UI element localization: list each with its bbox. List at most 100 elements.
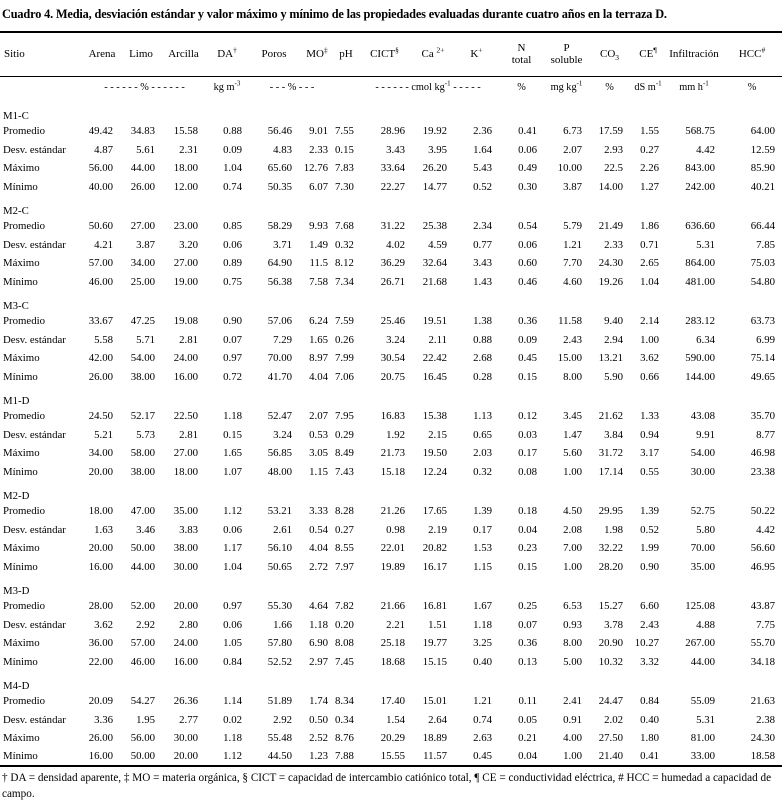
value-cell: 8.55 bbox=[335, 542, 354, 555]
value-cell: 2.07 bbox=[563, 143, 582, 156]
value-cell: 1.13 bbox=[473, 410, 492, 423]
value-cell: 18.00 bbox=[173, 465, 198, 478]
value-cell: 8.76 bbox=[335, 732, 354, 745]
value-cell: 12.59 bbox=[750, 143, 775, 156]
value-cell: 41.70 bbox=[267, 370, 292, 383]
value-cell: 1.00 bbox=[640, 333, 659, 346]
value-cell: 3.95 bbox=[428, 143, 447, 156]
row-label: Mínimo bbox=[3, 180, 38, 193]
value-cell: 21.73 bbox=[380, 447, 405, 460]
site-row: M2-C bbox=[0, 196, 782, 217]
value-cell: 2.07 bbox=[309, 410, 328, 423]
row-label: Mínimo bbox=[3, 750, 38, 763]
value-cell: 1.53 bbox=[473, 542, 492, 555]
value-cell: 0.90 bbox=[640, 560, 659, 573]
value-cell: 25.38 bbox=[422, 220, 447, 233]
superscript-marker: § bbox=[395, 45, 399, 55]
value-cell: 1.21 bbox=[563, 238, 582, 251]
value-cell: 2.26 bbox=[640, 162, 659, 175]
value-cell: 1.18 bbox=[223, 410, 242, 423]
value-cell: 0.12 bbox=[518, 410, 537, 423]
value-cell: 9.91 bbox=[696, 428, 715, 441]
value-cell: 43.08 bbox=[690, 410, 715, 423]
value-cell: 0.09 bbox=[223, 143, 242, 156]
value-cell: 2.21 bbox=[386, 618, 405, 631]
value-cell: 0.06 bbox=[518, 143, 537, 156]
value-cell: 7.59 bbox=[335, 315, 354, 328]
value-cell: 21.63 bbox=[750, 695, 775, 708]
value-cell: 5.79 bbox=[563, 220, 582, 233]
value-cell: 20.00 bbox=[173, 750, 198, 763]
value-cell: 16.17 bbox=[422, 560, 447, 573]
value-cell: 7.70 bbox=[563, 257, 582, 270]
table-row: Máximo 20.00 50.00 38.00 1.17 56.10 4.04 8.55 22… bbox=[0, 539, 782, 558]
value-cell: 8.08 bbox=[335, 637, 354, 650]
value-cell: 144.00 bbox=[685, 370, 715, 383]
value-cell: 4.00 bbox=[563, 732, 582, 745]
value-cell: 26.00 bbox=[130, 180, 155, 193]
value-cell: 14.00 bbox=[598, 180, 623, 193]
value-cell: 56.00 bbox=[130, 732, 155, 745]
value-cell: 14.77 bbox=[422, 180, 447, 193]
value-cell: 3.84 bbox=[604, 428, 623, 441]
value-cell: 0.28 bbox=[473, 370, 492, 383]
superscript-marker: + bbox=[478, 45, 483, 55]
value-cell: 7.68 bbox=[335, 220, 354, 233]
value-cell: 0.15 bbox=[223, 428, 242, 441]
value-cell: 1.33 bbox=[640, 410, 659, 423]
site-row: M2-D bbox=[0, 481, 782, 502]
value-cell: 38.00 bbox=[130, 465, 155, 478]
value-cell: 57.00 bbox=[88, 257, 113, 270]
row-label: Mínimo bbox=[3, 275, 38, 288]
table-row: Máximo 26.00 56.00 30.00 1.18 55.48 2.52 8.76 20… bbox=[0, 729, 782, 748]
value-cell: 1.00 bbox=[563, 750, 582, 763]
value-cell: 20.75 bbox=[380, 370, 405, 383]
value-cell: 15.55 bbox=[380, 750, 405, 763]
value-cell: 1.65 bbox=[223, 447, 242, 460]
value-cell: 0.97 bbox=[223, 352, 242, 365]
value-cell: 33.67 bbox=[88, 315, 113, 328]
value-cell: 7.55 bbox=[335, 125, 354, 138]
site-label: M1-D bbox=[3, 395, 30, 407]
value-cell: 28.00 bbox=[88, 600, 113, 613]
value-cell: 0.27 bbox=[640, 143, 659, 156]
row-label: Desv. estándar bbox=[3, 428, 66, 441]
column-header-da: DA† bbox=[205, 32, 249, 77]
value-cell: 2.03 bbox=[473, 447, 492, 460]
value-cell: 2.77 bbox=[179, 713, 198, 726]
table-row: Desv. estándar 5.21 5.73 2.81 0.15 3.24 0.53 0.… bbox=[0, 426, 782, 445]
value-cell: 0.06 bbox=[518, 238, 537, 251]
value-cell: 30.00 bbox=[173, 560, 198, 573]
value-cell: 56.38 bbox=[267, 275, 292, 288]
site-label: M3-D bbox=[3, 585, 30, 597]
value-cell: 0.46 bbox=[518, 275, 537, 288]
value-cell: 0.36 bbox=[518, 637, 537, 650]
value-cell: 2.36 bbox=[473, 125, 492, 138]
value-cell: 47.25 bbox=[130, 315, 155, 328]
value-cell: 64.90 bbox=[267, 257, 292, 270]
value-cell: 6.24 bbox=[309, 315, 328, 328]
superscript-marker: # bbox=[761, 45, 766, 55]
table-row: Máximo 36.00 57.00 24.00 1.05 57.80 6.90 8.08 25… bbox=[0, 634, 782, 653]
value-cell: 81.00 bbox=[690, 732, 715, 745]
value-cell: 1.51 bbox=[428, 618, 447, 631]
value-cell: 55.48 bbox=[267, 732, 292, 745]
value-cell: 10.27 bbox=[634, 637, 659, 650]
value-cell: 843.00 bbox=[685, 162, 715, 175]
superscript-marker: -1 bbox=[702, 79, 709, 88]
value-cell: 7.83 bbox=[335, 162, 354, 175]
value-cell: 4.04 bbox=[309, 542, 328, 555]
column-header-infiltración: Infiltración bbox=[666, 32, 722, 77]
value-cell: 16.00 bbox=[173, 370, 198, 383]
row-label: Desv. estándar bbox=[3, 238, 66, 251]
value-cell: 15.15 bbox=[422, 655, 447, 668]
value-cell: 55.70 bbox=[750, 637, 775, 650]
value-cell: 8.12 bbox=[335, 257, 354, 270]
value-cell: 0.06 bbox=[223, 238, 242, 251]
value-cell: 3.87 bbox=[563, 180, 582, 193]
row-label: Máximo bbox=[3, 542, 40, 555]
value-cell: 0.66 bbox=[640, 370, 659, 383]
value-cell: 30.54 bbox=[380, 352, 405, 365]
value-cell: 0.06 bbox=[223, 618, 242, 631]
